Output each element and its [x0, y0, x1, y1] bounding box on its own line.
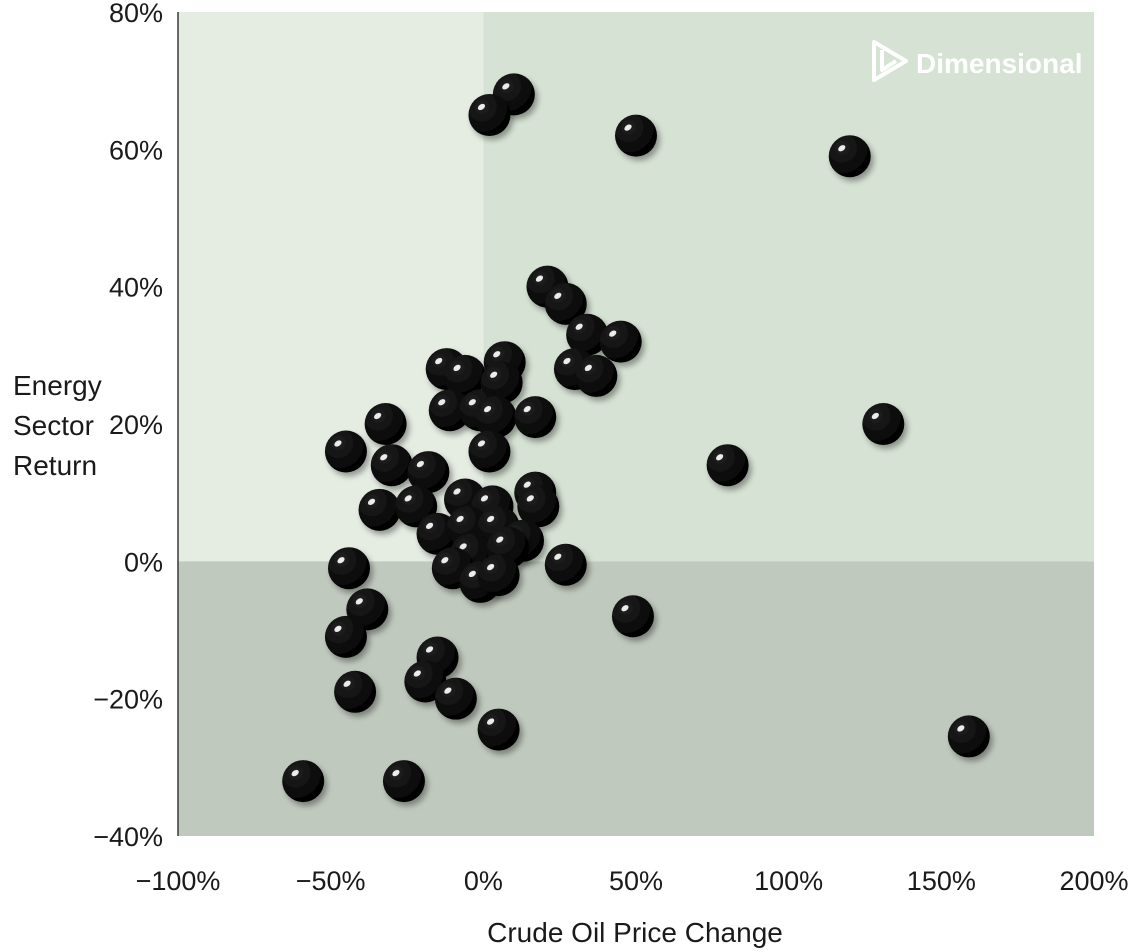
data-point [862, 403, 904, 445]
data-point [365, 403, 407, 445]
data-point [468, 94, 510, 136]
data-point-marker [365, 403, 407, 445]
x-tick-label: 150% [907, 866, 976, 896]
data-point-marker [371, 444, 413, 486]
x-tick-labels: −100% −50% 0% 50% 100% 150% 200% [136, 866, 1129, 896]
data-point [600, 321, 642, 363]
x-tick-label: −50% [296, 866, 366, 896]
data-point-marker [325, 616, 367, 658]
x-tick-label: 200% [1059, 866, 1128, 896]
data-point-marker [575, 355, 617, 397]
x-axis-title: Crude Oil Price Change [487, 917, 783, 948]
y-tick-label: −40% [93, 822, 163, 852]
data-point-marker [514, 396, 556, 438]
data-point [707, 444, 749, 486]
y-tick-label: 20% [109, 410, 163, 440]
data-point-marker [707, 444, 749, 486]
data-point [359, 489, 401, 531]
data-point-marker [435, 678, 477, 720]
y-tick-label: 60% [109, 135, 163, 165]
data-point [545, 544, 587, 586]
data-point [948, 715, 990, 757]
x-tick-label: 0% [464, 866, 503, 896]
data-point [282, 760, 324, 802]
y-tick-label: 0% [124, 547, 163, 577]
data-point-marker [334, 671, 376, 713]
y-tick-labels: 80% 60% 40% 20% 0% −20% −40% [93, 0, 163, 852]
y-axis-title: Energy Sector Return [13, 370, 102, 481]
data-point-marker [948, 715, 990, 757]
y-axis-title-line-1: Energy [13, 370, 102, 401]
data-point-marker [282, 760, 324, 802]
y-axis-title-line-2: Sector [13, 410, 94, 441]
data-point-marker [478, 554, 520, 596]
data-point-marker [615, 115, 657, 157]
data-point-marker [468, 430, 510, 472]
data-point-marker [468, 94, 510, 136]
data-point [615, 115, 657, 157]
data-point [383, 760, 425, 802]
data-point [612, 595, 654, 637]
x-tick-label: 50% [609, 866, 663, 896]
x-tick-label: 100% [754, 866, 823, 896]
data-point [514, 396, 556, 438]
x-tick-label: −100% [136, 866, 221, 896]
data-point [575, 355, 617, 397]
data-point [468, 430, 510, 472]
y-tick-label: 80% [109, 0, 163, 28]
data-point [478, 554, 520, 596]
data-point [334, 671, 376, 713]
data-point-marker [862, 403, 904, 445]
data-point [371, 444, 413, 486]
data-point-marker [478, 709, 520, 751]
data-point-marker [612, 595, 654, 637]
data-point [829, 135, 871, 177]
data-point-marker [325, 430, 367, 472]
data-point [325, 616, 367, 658]
data-point-marker [545, 544, 587, 586]
data-point [478, 709, 520, 751]
y-axis-title-line-3: Return [13, 450, 97, 481]
logo-text: Dimensional [916, 48, 1082, 79]
y-tick-label: 40% [109, 273, 163, 303]
data-point-marker [600, 321, 642, 363]
data-point [325, 430, 367, 472]
data-point [435, 678, 477, 720]
data-point-marker [328, 547, 370, 589]
data-point-marker [359, 489, 401, 531]
data-point-marker [829, 135, 871, 177]
data-point-marker [383, 760, 425, 802]
data-point [328, 547, 370, 589]
y-tick-label: −20% [93, 685, 163, 715]
